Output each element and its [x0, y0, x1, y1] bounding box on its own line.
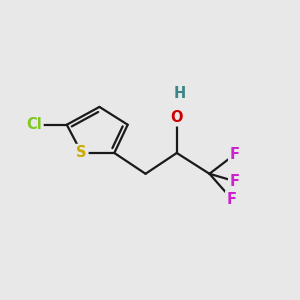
Text: H: H [174, 86, 186, 101]
Text: S: S [76, 146, 87, 160]
Text: F: F [230, 147, 240, 162]
Text: O: O [170, 110, 183, 125]
Text: Cl: Cl [26, 117, 42, 132]
Text: F: F [230, 174, 240, 189]
Text: F: F [227, 191, 237, 206]
